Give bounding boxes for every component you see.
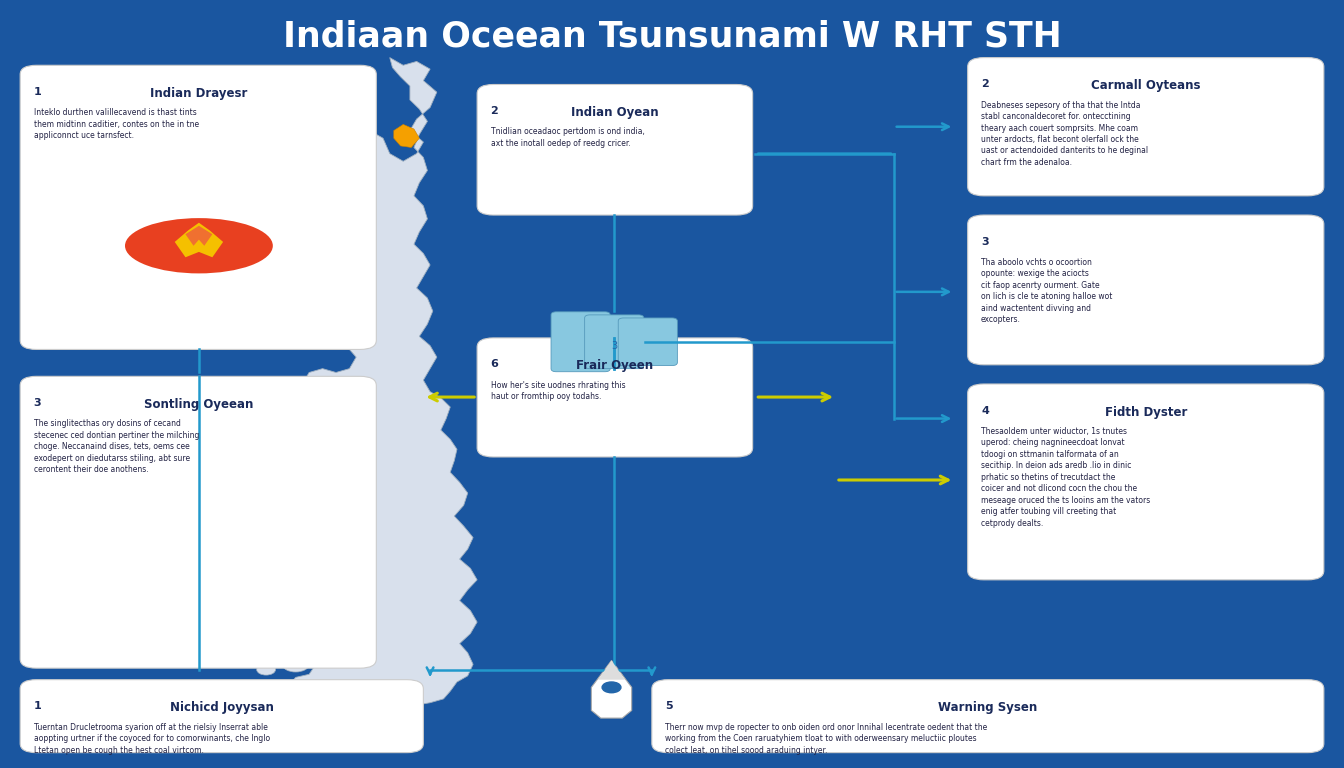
Polygon shape	[394, 124, 419, 147]
Text: Sontling Oyeean: Sontling Oyeean	[144, 398, 253, 411]
Text: Indiaan Oceean Tsunsunami W RHT STH: Indiaan Oceean Tsunsunami W RHT STH	[282, 19, 1062, 53]
Text: Warning Sysen: Warning Sysen	[938, 701, 1038, 714]
Text: Deabneses sepesory of tha that the Intda
stabl canconaldecoret for. ontecctining: Deabneses sepesory of tha that the Intda…	[981, 101, 1148, 167]
Polygon shape	[185, 226, 212, 246]
Text: 1: 1	[34, 87, 42, 97]
Text: 3: 3	[981, 237, 989, 247]
Text: 5: 5	[665, 701, 673, 711]
Circle shape	[602, 682, 621, 693]
Text: 3: 3	[612, 340, 617, 351]
Text: Inteklo durthen valillecavend is thast tints
them midtinn caditier, contes on th: Inteklo durthen valillecavend is thast t…	[34, 108, 199, 141]
Polygon shape	[598, 660, 625, 680]
Text: Frair Oyeen: Frair Oyeen	[577, 359, 653, 372]
Text: Indian Oyean: Indian Oyean	[571, 106, 659, 119]
Text: Therr now mvp de ropecter to onb oiden ord onor Innihal lecentrate oedent that t: Therr now mvp de ropecter to onb oiden o…	[665, 723, 988, 755]
Text: 6: 6	[491, 359, 499, 369]
Text: Fidth Dyster: Fidth Dyster	[1105, 406, 1187, 419]
Circle shape	[263, 647, 288, 661]
Text: Thesaoldem unter wiductor, 1s tnutes
uperod: cheing nagnineecdoat lonvat
tdoogi : Thesaoldem unter wiductor, 1s tnutes upe…	[981, 427, 1150, 528]
Text: Nichicd Joyysan: Nichicd Joyysan	[169, 701, 274, 714]
FancyBboxPatch shape	[477, 338, 753, 457]
Text: 2: 2	[491, 106, 499, 116]
FancyBboxPatch shape	[968, 58, 1324, 196]
Polygon shape	[208, 58, 477, 710]
Text: Arclist SPYI YEAR ACTONS: Arclist SPYI YEAR ACTONS	[1120, 740, 1304, 753]
Polygon shape	[591, 660, 632, 718]
FancyBboxPatch shape	[618, 318, 677, 366]
Text: The singlitecthas ory dosins of cecand
stecenec ced dontian pertiner the milchin: The singlitecthas ory dosins of cecand s…	[34, 419, 199, 474]
FancyBboxPatch shape	[20, 376, 376, 668]
Text: 1: 1	[34, 701, 42, 711]
Text: Tuerntan Drucletrooma syarion off at the rielsiy lnserrat able
aoppting urtner i: Tuerntan Drucletrooma syarion off at the…	[34, 723, 270, 755]
Text: 4: 4	[981, 406, 989, 415]
Polygon shape	[175, 223, 223, 257]
FancyBboxPatch shape	[20, 680, 423, 753]
Text: Tha aboolo vchts o ocoortion
opounte: wexige the aciocts
cit faop acenrty ourmen: Tha aboolo vchts o ocoortion opounte: we…	[981, 258, 1113, 324]
Text: 2: 2	[981, 79, 989, 89]
FancyBboxPatch shape	[652, 680, 1324, 753]
FancyBboxPatch shape	[968, 384, 1324, 580]
Circle shape	[282, 657, 309, 672]
Circle shape	[224, 653, 246, 665]
FancyBboxPatch shape	[551, 312, 610, 372]
Text: Tnidlian oceadaoc pertdom is ond india,
axt the inotall oedep of reedg cricer.: Tnidlian oceadaoc pertdom is ond india, …	[491, 127, 644, 148]
FancyBboxPatch shape	[585, 315, 644, 369]
FancyBboxPatch shape	[968, 215, 1324, 365]
FancyBboxPatch shape	[477, 84, 753, 215]
Text: Carmall Oyteans: Carmall Oyteans	[1091, 79, 1200, 92]
FancyBboxPatch shape	[20, 65, 376, 349]
Circle shape	[257, 664, 276, 675]
Text: 3: 3	[34, 398, 42, 408]
Text: How her's site uodnes rhrating this
haut or fromthip ooy todahs.: How her's site uodnes rhrating this haut…	[491, 381, 625, 402]
Circle shape	[239, 632, 271, 650]
Text: Indian Drayesr: Indian Drayesr	[149, 87, 247, 100]
Ellipse shape	[125, 218, 273, 273]
